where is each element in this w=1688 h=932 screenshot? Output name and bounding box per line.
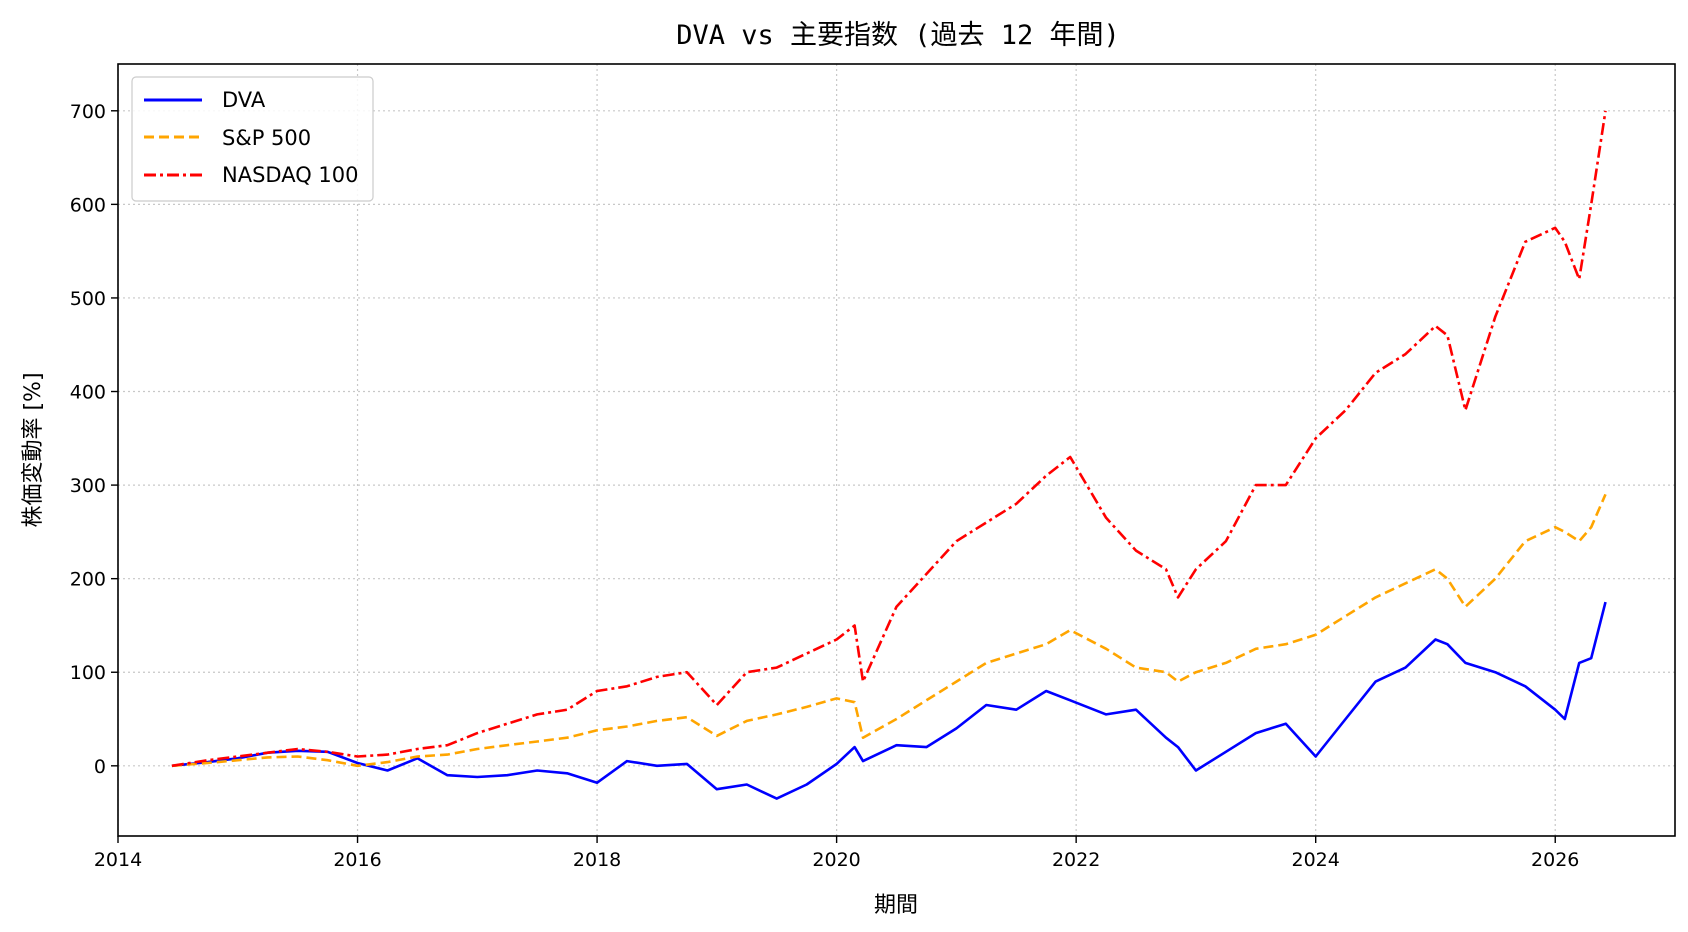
legend-label-dva: DVA [222, 88, 266, 112]
series-line-dva [171, 601, 1607, 800]
y-tick-label: 600 [70, 194, 106, 216]
series-line-nasdaq100 [171, 110, 1607, 768]
y-axis-title: 株価変動率 [%] [21, 372, 46, 527]
x-tick-label: 2022 [1052, 849, 1100, 871]
x-tick-label: 2024 [1292, 849, 1340, 871]
x-tick-label: 2020 [812, 849, 860, 871]
chart-title: DVA vs 主要指数 (過去 12 年間) [676, 20, 1120, 51]
y-tick-label: 700 [70, 101, 106, 123]
x-tick-label: 2018 [573, 849, 621, 871]
y-tick-label: 500 [70, 288, 106, 310]
x-axis-title: 期間 [874, 893, 918, 918]
legend-box [131, 76, 374, 202]
y-tick-label: 200 [70, 569, 106, 591]
y-tick-label: 300 [70, 475, 106, 497]
legend-label-sp500: S&P 500 [222, 126, 311, 150]
x-tick-label: 2016 [333, 849, 381, 871]
y-tick-label: 400 [70, 382, 106, 404]
series-line-sp500 [171, 493, 1607, 768]
legend-label-nasdaq100: NASDAQ 100 [222, 163, 359, 187]
x-tick-label: 2014 [94, 849, 142, 871]
y-tick-label: 0 [94, 756, 106, 778]
y-tick-label: 100 [70, 662, 106, 684]
series-lines [171, 110, 1607, 800]
legend: DVA S&P 500 NASDAQ 100 [131, 76, 374, 202]
y-axis: 0 100 200 300 400 500 600 700 [70, 101, 118, 778]
plot-frame [117, 63, 1676, 837]
x-axis: 2014 2016 2018 2020 2022 2024 2026 [94, 836, 1579, 871]
x-tick-label: 2026 [1531, 849, 1579, 871]
